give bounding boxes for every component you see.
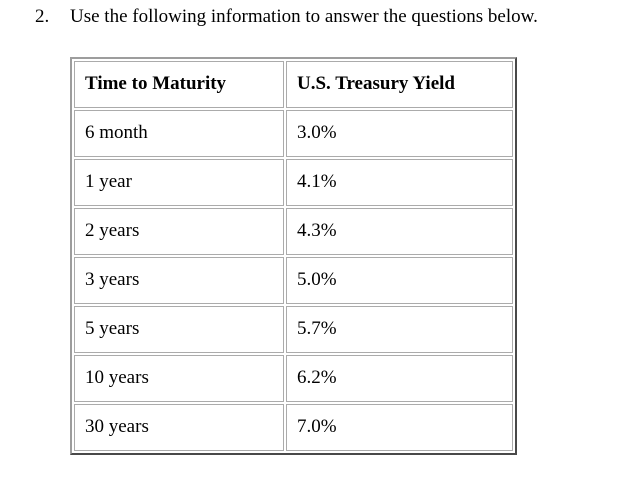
maturity-cell: 3 years [74, 256, 284, 304]
question-text: Use the following information to answer … [70, 6, 538, 27]
yield-cell: 5.0% [286, 256, 513, 304]
maturity-cell: 1 year [74, 158, 284, 206]
maturity-cell: 5 years [74, 305, 284, 353]
table-row: 2 years 4.3% [74, 207, 513, 255]
yield-cell: 3.0% [286, 109, 513, 157]
table-row: 1 year 4.1% [74, 158, 513, 206]
table-row: 30 years 7.0% [74, 403, 513, 451]
maturity-cell: 30 years [74, 403, 284, 451]
treasury-yield-table: Time to Maturity U.S. Treasury Yield 6 m… [70, 56, 517, 455]
maturity-cell: 6 month [74, 109, 284, 157]
maturity-cell: 2 years [74, 207, 284, 255]
table-row: 5 years 5.7% [74, 305, 513, 353]
table-row: 6 month 3.0% [74, 109, 513, 157]
table-row: 3 years 5.0% [74, 256, 513, 304]
yield-cell: 7.0% [286, 403, 513, 451]
yield-cell: 4.3% [286, 207, 513, 255]
question-number: 2. [35, 6, 50, 27]
yield-cell: 5.7% [286, 305, 513, 353]
yield-cell: 4.1% [286, 158, 513, 206]
header-time-to-maturity: Time to Maturity [74, 60, 284, 108]
header-treasury-yield: U.S. Treasury Yield [286, 60, 513, 108]
yield-cell: 6.2% [286, 354, 513, 402]
table-row: 10 years 6.2% [74, 354, 513, 402]
question-line: 2. Use the following information to answ… [35, 6, 624, 29]
maturity-cell: 10 years [74, 354, 284, 402]
table-header-row: Time to Maturity U.S. Treasury Yield [74, 60, 513, 108]
